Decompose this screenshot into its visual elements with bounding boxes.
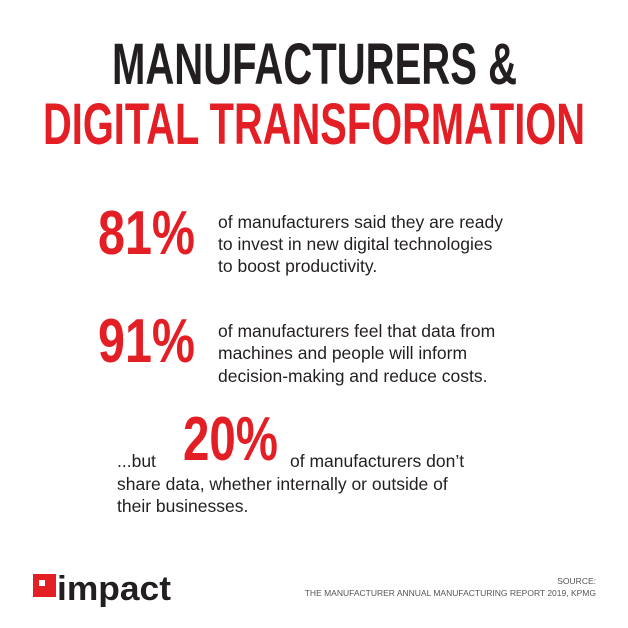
logo-icon (33, 574, 56, 597)
source-label: SOURCE: (557, 576, 596, 586)
stat-text: of manufacturers don’t (290, 451, 464, 471)
stat-number: 91% (98, 307, 195, 376)
stat-text: of manufacturers feel that data from (218, 321, 495, 341)
logo-text: impact (57, 570, 171, 608)
stat-text: share data, whether internally or outsid… (117, 474, 448, 494)
stat-text: decision-making and reduce costs. (218, 366, 487, 386)
stat-text: to boost productivity. (218, 256, 377, 276)
stat-number: 20% (183, 405, 278, 474)
title-line: MANUFACTURERS & (112, 32, 517, 97)
stat-prefix: ...but (117, 451, 156, 471)
stat-text: of manufacturers said they are ready (218, 212, 503, 232)
source-text: THE MANUFACTURER ANNUAL MANUFACTURING RE… (305, 588, 596, 598)
stat-text: their businesses. (117, 496, 248, 516)
stat-text: to invest in new digital technologies (218, 234, 493, 254)
stat-number: 81% (98, 199, 195, 268)
title-line: DIGITAL TRANSFORMATION (43, 92, 585, 157)
stat-text: machines and people will inform (218, 343, 467, 363)
